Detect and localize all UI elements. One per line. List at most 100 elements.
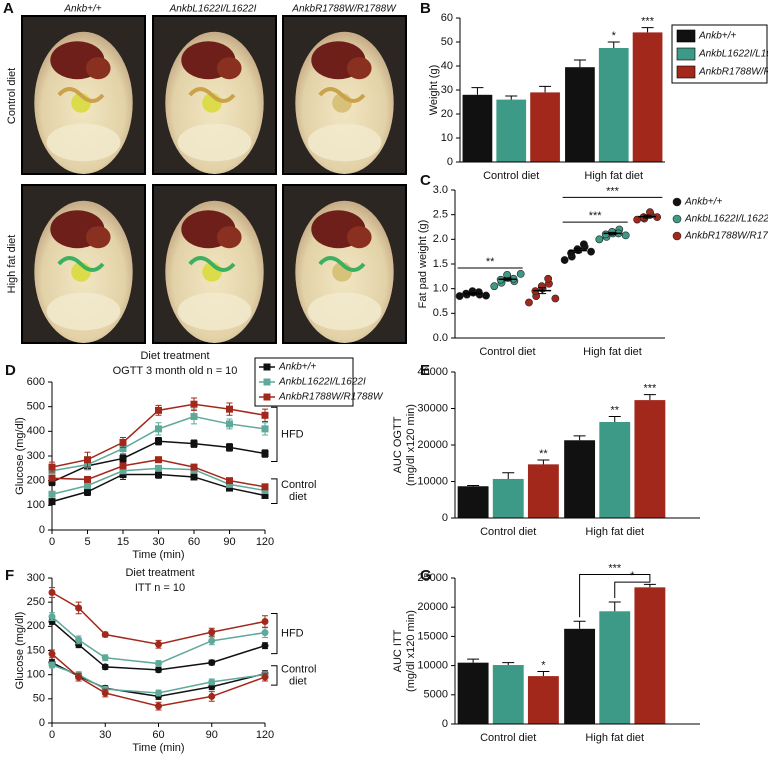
- group-label: Control: [281, 479, 316, 491]
- data-point: [587, 247, 595, 256]
- bar: [457, 662, 489, 724]
- panel-letter: D: [5, 362, 16, 379]
- error-bar: [643, 394, 656, 401]
- data-point: [190, 400, 198, 408]
- y-tick-label: 100: [27, 499, 45, 511]
- significance-label: *: [612, 30, 617, 42]
- error-bar: [467, 658, 480, 663]
- y-tick-label: 3.0: [433, 184, 448, 196]
- data-point: [119, 462, 127, 470]
- data-point: [261, 483, 269, 491]
- bar: [564, 440, 596, 518]
- x-tick-label: 60: [188, 536, 200, 548]
- error-bar: [538, 287, 547, 295]
- data-point: [48, 463, 56, 471]
- data-point: [155, 406, 162, 414]
- data-point: [208, 628, 216, 636]
- panel-letter: A: [3, 0, 14, 17]
- data-point: [75, 604, 83, 612]
- y-tick-label: 10000: [417, 475, 448, 487]
- x-tick-label: 5: [84, 536, 90, 548]
- data-point: [84, 475, 91, 483]
- legend-label: AnkbR1788W/R1788W: [278, 392, 384, 403]
- y-tick-label: 0: [39, 717, 45, 729]
- x-tick-label: High fat diet: [585, 732, 644, 744]
- error-bar: [467, 485, 480, 487]
- data-point: [482, 291, 490, 300]
- data-point: [84, 488, 91, 496]
- x-tick-label: High fat diet: [585, 526, 644, 538]
- y-tick-label: 10000: [417, 660, 448, 672]
- data-point: [226, 484, 233, 492]
- y-tick-label: 100: [27, 669, 45, 681]
- bar: [564, 628, 596, 724]
- data-point: [101, 654, 109, 662]
- bar: [632, 32, 663, 163]
- significance-label: ***: [608, 562, 622, 574]
- y-tick-label: 0: [442, 512, 448, 524]
- group-bracket: [271, 478, 278, 504]
- y-axis-label: Glucose (mg/dl): [14, 612, 26, 690]
- y-tick-label: 0: [39, 524, 45, 536]
- photo-organ: [318, 256, 366, 272]
- legend-label: AnkbR1788W/R1788W: [698, 67, 768, 78]
- error-bar: [503, 277, 512, 282]
- y-tick-label: 0: [447, 156, 453, 168]
- significance-label: **: [539, 448, 548, 460]
- data-point: [48, 589, 56, 596]
- legend-marker: [263, 363, 271, 371]
- error-bar: [573, 435, 586, 441]
- data-point: [48, 613, 56, 621]
- data-point: [579, 240, 588, 249]
- photo-organ: [85, 57, 111, 80]
- data-point: [190, 440, 198, 448]
- data-point: [75, 641, 83, 649]
- data-point: [261, 642, 269, 650]
- significance-label: **: [610, 404, 619, 416]
- y-tick-label: 200: [27, 620, 45, 632]
- photo-organ: [318, 87, 366, 103]
- data-point: [155, 437, 162, 445]
- data-point: [208, 678, 216, 686]
- group-label: Control: [281, 663, 316, 675]
- series-line: [51, 620, 266, 671]
- data-point: [261, 491, 269, 499]
- photo-organ: [188, 87, 236, 103]
- error-bar: [643, 583, 656, 588]
- x-tick-label: Control diet: [480, 526, 536, 538]
- y-axis-label: AUC OGTT: [392, 416, 404, 473]
- data-point: [119, 454, 127, 462]
- y-tick-label: 300: [27, 450, 45, 462]
- data-point: [119, 467, 127, 475]
- data-point: [190, 473, 198, 481]
- legend-marker: [672, 214, 682, 224]
- y-tick-label: 2.0: [433, 233, 448, 245]
- group-bracket: [271, 613, 278, 655]
- x-tick-label: 120: [256, 729, 274, 741]
- significance-label: **: [486, 256, 495, 268]
- y-tick-label: 20000: [417, 601, 448, 613]
- chart-title: OGTT 3 month old n = 10: [113, 365, 238, 377]
- photo-organ: [216, 57, 242, 80]
- data-point: [101, 663, 109, 671]
- x-tick-label: 15: [117, 536, 129, 548]
- y-tick-label: 400: [27, 425, 45, 437]
- x-tick-label: High fat diet: [584, 170, 643, 182]
- x-tick-label: 60: [152, 729, 164, 741]
- bar: [492, 478, 524, 518]
- legend-label: AnkbR1788W/R1788W: [684, 231, 768, 242]
- x-tick-label: 30: [152, 536, 164, 548]
- data-point: [101, 689, 109, 697]
- bar: [492, 665, 524, 724]
- data-point: [261, 411, 269, 419]
- data-point: [261, 425, 269, 433]
- y-axis-label: Glucose (mg/dl): [14, 417, 26, 495]
- significance-label: *: [630, 570, 635, 582]
- bar: [462, 94, 493, 162]
- significance-label: ***: [589, 210, 603, 222]
- photo-organ: [346, 57, 372, 80]
- y-tick-label: 25000: [417, 572, 448, 584]
- x-tick-label: 0: [49, 536, 55, 548]
- photo-fat: [307, 123, 382, 162]
